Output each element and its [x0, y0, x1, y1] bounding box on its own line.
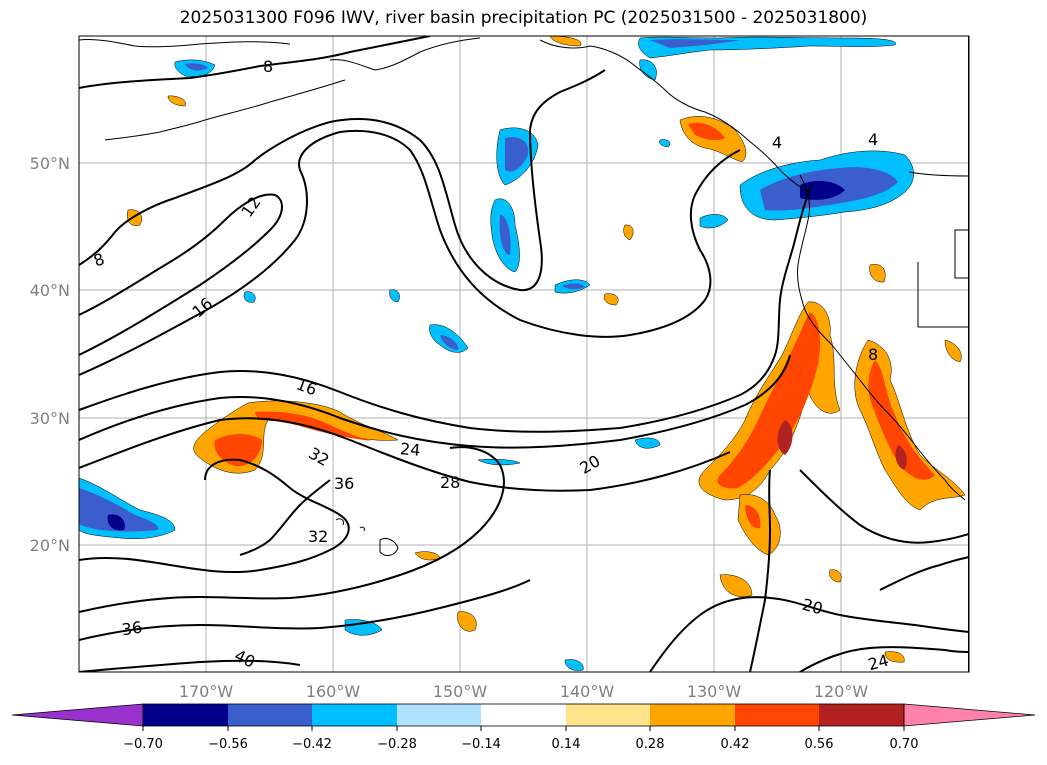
colorbar-extend-right: [903, 703, 1036, 727]
negative-precip-areas: [79, 36, 914, 671]
lat-label: 30°N: [30, 409, 70, 428]
colorbar-segment: [819, 704, 904, 726]
colorbar-segment: [735, 704, 819, 726]
contour-label: 24: [399, 439, 421, 460]
contour-label: 28: [440, 473, 460, 492]
colorbar-segment: [481, 704, 566, 726]
contour-label: 32: [308, 527, 328, 546]
colorbar-tick-label: 0.56: [805, 737, 834, 752]
coastlines: [79, 37, 969, 556]
iwv-contours: [79, 36, 969, 672]
colorbar-tick-label: −0.42: [292, 737, 332, 752]
map-frame: [78, 35, 970, 673]
longitude-labels: 170°W 160°W 150°W 140°W 130°W 120°W: [179, 682, 869, 701]
lat-label: 20°N: [30, 536, 70, 555]
contour-label: 8: [868, 345, 878, 364]
lon-label: 140°W: [560, 682, 615, 701]
lat-label: 50°N: [30, 154, 70, 173]
lon-label: 120°W: [814, 682, 869, 701]
contour-label: 20: [800, 595, 825, 619]
contour-label: 8: [263, 57, 273, 76]
colorbar-tick-label: 0.42: [721, 737, 750, 752]
colorbar-segment: [143, 704, 228, 726]
contour-label: 4: [868, 130, 878, 149]
colorbar-segment: [312, 704, 397, 726]
colorbar-tick-label: 0.28: [636, 737, 665, 752]
contour-label: 36: [334, 474, 354, 493]
map-title: 2025031300 F096 IWV, river basin precipi…: [179, 8, 868, 28]
lon-label: 170°W: [179, 682, 234, 701]
colorbar-segment: [650, 704, 735, 726]
colorbar-segment: [566, 704, 650, 726]
colorbar-tick-label: −0.14: [461, 737, 501, 752]
lon-label: 130°W: [687, 682, 742, 701]
contour-label: 4: [772, 133, 782, 152]
latitude-labels: 50°N 40°N 30°N 20°N: [30, 154, 70, 555]
contour-label: 24: [866, 651, 891, 675]
colorbar: −0.70 −0.56 −0.42 −0.28 −0.14 0.14 0.28 …: [11, 703, 1036, 752]
lon-label: 160°W: [306, 682, 361, 701]
colorbar-extend-left: [11, 703, 144, 727]
lat-label: 40°N: [30, 281, 70, 300]
colorbar-tick-label: −0.56: [208, 737, 248, 752]
colorbar-tick-label: 0.14: [552, 737, 581, 752]
lon-label: 150°W: [433, 682, 488, 701]
colorbar-segment: [228, 704, 312, 726]
colorbar-segment: [397, 704, 481, 726]
contour-label: 36: [121, 618, 144, 640]
colorbar-tick-label: −0.70: [123, 737, 163, 752]
colorbar-tick-label: 0.70: [890, 737, 919, 752]
colorbar-tick-label: −0.28: [377, 737, 417, 752]
